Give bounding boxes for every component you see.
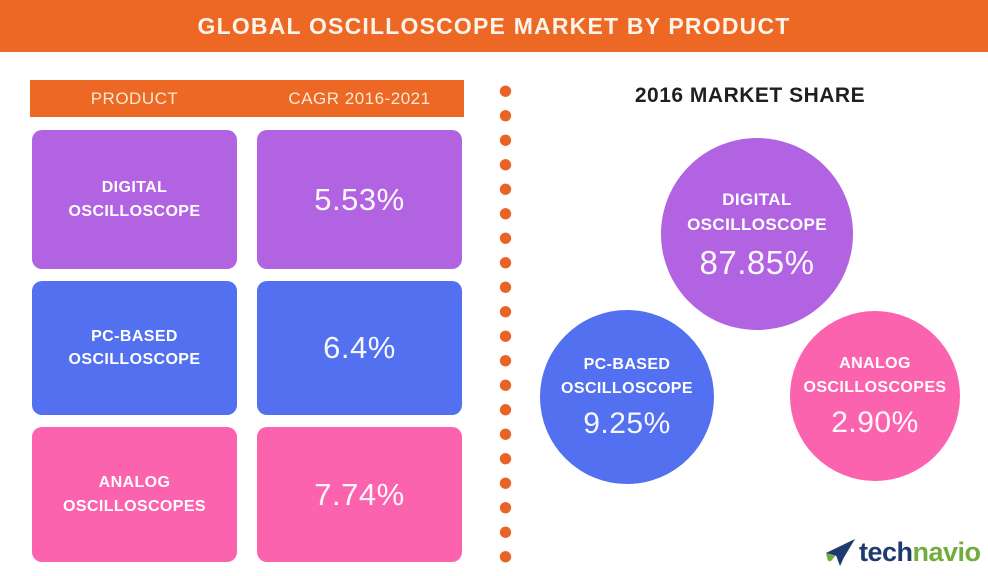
column-header-product: PRODUCT (90, 88, 179, 108)
product-label: PC-BASED OSCILLOSCOPE (68, 327, 201, 368)
page-title: GLOBAL OSCILLOSCOPE MARKET BY PRODUCT (197, 12, 791, 39)
bubble-value: 2.90% (831, 406, 919, 439)
table-cell-cagr-pcbased: 6.4% (257, 281, 462, 415)
column-header-cagr: CAGR 2016-2021 (288, 88, 431, 108)
title-banner: GLOBAL OSCILLOSCOPE MARKET BY PRODUCT (0, 0, 988, 52)
logo-text-navio: navio (912, 537, 982, 567)
market-share-heading: 2016 MARKET SHARE (634, 84, 866, 107)
technavio-paper-plane-icon (825, 538, 855, 566)
logo-text-tech: tech (859, 537, 913, 567)
cagr-value: 5.53% (314, 181, 405, 217)
cagr-value: 6.4% (323, 330, 396, 365)
technavio-logo: tech navio (824, 537, 981, 568)
cagr-value: 7.74% (314, 476, 405, 512)
bubble-pcbased-oscilloscope: PC-BASED OSCILLOSCOPE 9.25% (540, 310, 714, 484)
bubble-label: PC-BASED OSCILLOSCOPE (561, 356, 693, 397)
bubble-digital-oscilloscope: DIGITAL OSCILLOSCOPE 87.85% (661, 138, 853, 330)
bubble-value: 87.85% (699, 243, 815, 281)
table-cell-product-digital: DIGITAL OSCILLOSCOPE (32, 130, 237, 269)
product-label: DIGITAL OSCILLOSCOPE (68, 179, 201, 220)
bubble-value: 9.25% (583, 407, 671, 440)
table-cell-product-analog: ANALOG OSCILLOSCOPES (32, 427, 237, 562)
bubble-label: ANALOG OSCILLOSCOPES (803, 355, 947, 396)
product-label: ANALOG OSCILLOSCOPES (63, 474, 206, 515)
bubble-label: DIGITAL OSCILLOSCOPE (687, 189, 827, 235)
table-header: PRODUCT CAGR 2016-2021 (30, 80, 464, 117)
bubble-analog-oscilloscopes: ANALOG OSCILLOSCOPES 2.90% (790, 311, 960, 481)
dotted-divider (499, 79, 512, 573)
table-cell-cagr-analog: 7.74% (257, 427, 462, 562)
table-cell-product-pcbased: PC-BASED OSCILLOSCOPE (32, 281, 237, 415)
table-cell-cagr-digital: 5.53% (257, 130, 462, 269)
